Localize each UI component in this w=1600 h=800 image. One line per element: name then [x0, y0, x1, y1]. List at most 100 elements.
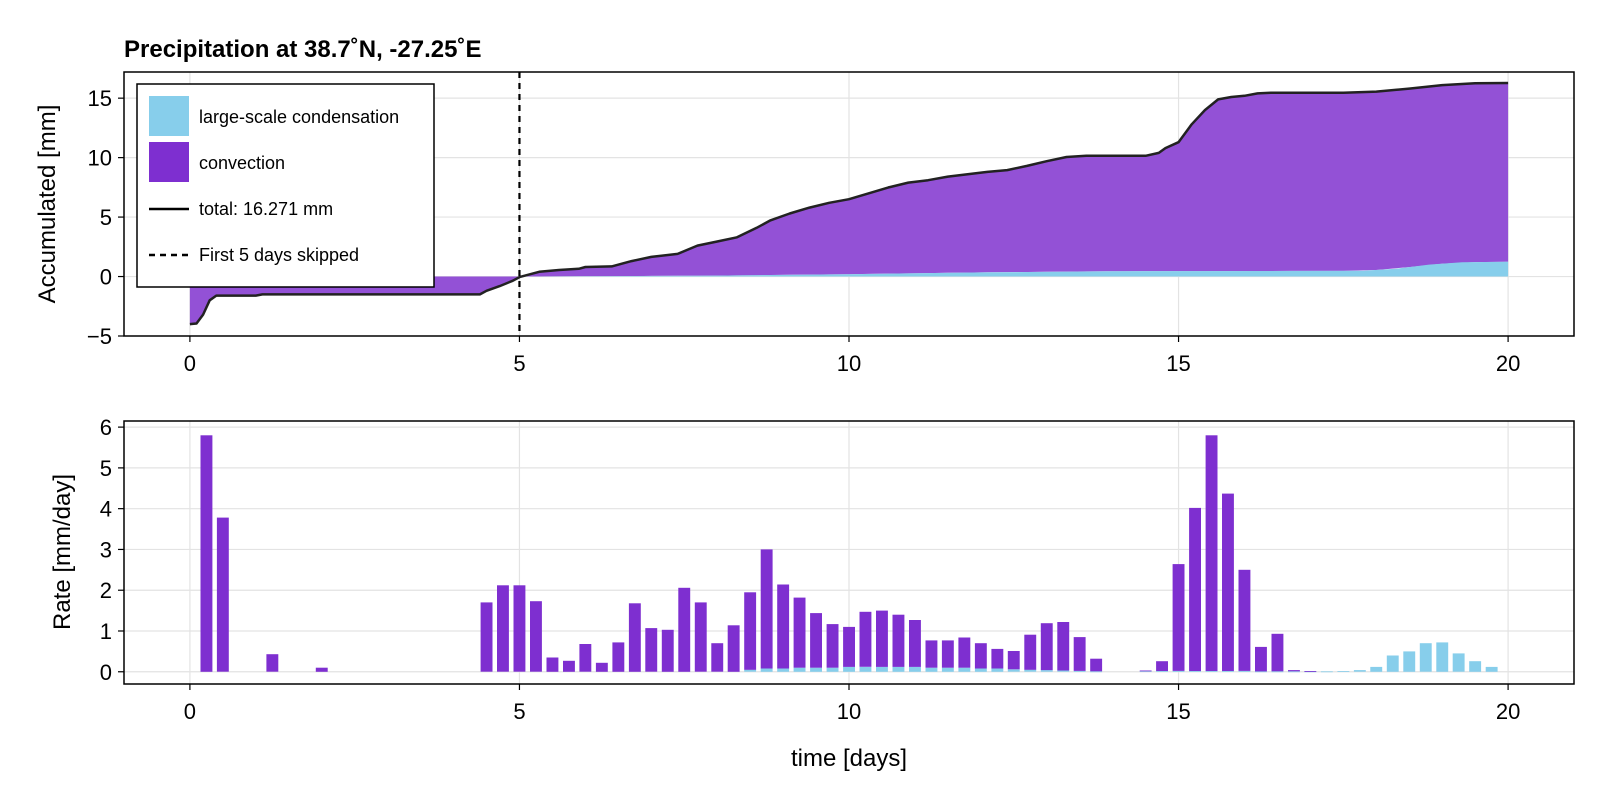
- accumulated-ticks: 0 5 10 15 20 −5 0 5 10 15: [87, 86, 1520, 376]
- large-scale-bar: [1353, 670, 1366, 672]
- convection-bar: [974, 643, 987, 669]
- convection-bar: [876, 610, 888, 667]
- rate-xlabel: time [days]: [791, 745, 907, 772]
- large-scale-bar: [1057, 670, 1070, 672]
- y-tick-label: 0: [100, 265, 112, 290]
- convection-bar: [843, 626, 855, 667]
- y-tick-label: −5: [87, 324, 112, 349]
- y-tick-label: 10: [88, 146, 112, 171]
- x-tick-label: 5: [513, 699, 525, 724]
- large-scale-bar: [1073, 671, 1086, 672]
- large-scale-bar: [991, 668, 1004, 672]
- large-scale-bar: [1007, 669, 1020, 672]
- y-tick-label: 5: [100, 205, 112, 230]
- convection-bar: [958, 637, 971, 668]
- large-scale-bar: [859, 666, 872, 672]
- large-scale-bar: [1205, 671, 1218, 672]
- convection-bar: [1024, 634, 1037, 670]
- accumulated-lines: [189, 72, 1509, 336]
- convection-bar: [216, 517, 229, 672]
- y-tick-label: 0: [100, 660, 112, 685]
- large-scale-bar: [1386, 655, 1399, 672]
- convection-bar: [760, 549, 773, 669]
- convection-bar: [777, 584, 790, 669]
- convection-bar: [497, 585, 509, 672]
- convection-bar: [1156, 661, 1168, 671]
- convection-bar: [661, 629, 674, 672]
- convection-bar: [1057, 622, 1070, 671]
- legend-label-skipped: First 5 days skipped: [199, 245, 359, 265]
- large-scale-bar: [1469, 661, 1482, 672]
- convection-bar: [563, 660, 575, 672]
- x-tick-label: 5: [513, 351, 525, 376]
- legend-swatch-large-scale: [149, 96, 189, 136]
- x-tick-label: 20: [1496, 351, 1520, 376]
- large-scale-bar: [1238, 671, 1251, 672]
- large-scale-bar: [958, 667, 971, 672]
- convection-bar: [991, 648, 1004, 669]
- x-tick-label: 20: [1496, 699, 1520, 724]
- large-scale-bar: [1419, 643, 1432, 672]
- convection-bar: [1090, 658, 1103, 672]
- convection-bar: [1172, 564, 1185, 671]
- large-scale-bar: [1320, 671, 1333, 673]
- x-tick-label: 0: [184, 699, 196, 724]
- rate-ticks: 0 5 10 15 20 0 1 2 3 4 5 6: [100, 415, 1521, 724]
- convection-bar: [1271, 633, 1284, 672]
- convection-bar: [892, 614, 905, 667]
- x-tick-label: 15: [1166, 351, 1190, 376]
- convection-bar: [628, 603, 641, 672]
- x-tick-label: 15: [1166, 699, 1190, 724]
- convection-bar: [678, 587, 691, 672]
- convection-bar: [266, 654, 279, 672]
- large-scale-bar: [941, 667, 954, 672]
- large-scale-bar: [1189, 671, 1201, 672]
- legend-label-total: total: 16.271 mm: [199, 199, 333, 219]
- convection-bar: [711, 643, 724, 672]
- large-scale-bar: [826, 667, 839, 672]
- rate-panel: 0 5 10 15 20 0 1 2 3 4 5 6 Rate [mm/day] time [days…: [49, 415, 1575, 772]
- convection-bar: [1238, 569, 1251, 671]
- convection-bar: [1288, 670, 1300, 672]
- convection-bar: [727, 625, 740, 672]
- convection-bar: [612, 642, 625, 672]
- accumulated-ylabel: Accumulated [mm]: [34, 105, 61, 304]
- large-scale-bar: [1403, 651, 1416, 672]
- chart-title: Precipitation at 38.7˚N, -27.25˚E: [124, 36, 481, 63]
- x-tick-label: 0: [184, 351, 196, 376]
- convection-bar: [1139, 670, 1152, 672]
- convection-bar: [694, 602, 707, 672]
- legend-label-large-scale: large-scale condensation: [199, 107, 399, 127]
- convection-bar: [579, 644, 592, 672]
- convection-bar: [513, 585, 526, 672]
- y-tick-label: 2: [100, 578, 112, 603]
- y-tick-label: 1: [100, 619, 112, 644]
- large-scale-bar: [1024, 669, 1037, 672]
- y-tick-label: 4: [100, 497, 112, 522]
- large-scale-bar: [1370, 666, 1383, 672]
- large-scale-bar: [1288, 671, 1300, 673]
- convection-bar: [859, 611, 872, 667]
- convection-bar: [1040, 623, 1053, 671]
- large-scale-bar: [793, 667, 806, 672]
- convection-bar: [1255, 646, 1267, 672]
- y-tick-label: 3: [100, 537, 112, 562]
- convection-bar: [200, 435, 213, 672]
- convection-bar: [909, 620, 921, 667]
- convection-bar: [480, 602, 493, 672]
- large-scale-bar: [1436, 642, 1449, 672]
- large-scale-bar: [892, 666, 905, 672]
- large-scale-bar: [909, 666, 921, 672]
- large-scale-bar: [1139, 671, 1152, 672]
- y-tick-label: 6: [100, 415, 112, 440]
- convection-bar: [546, 657, 559, 672]
- x-tick-label: 10: [837, 351, 861, 376]
- convection-bar: [1007, 651, 1020, 670]
- convection-bar: [645, 628, 658, 672]
- total-line: [189, 81, 1509, 326]
- convection-bar: [941, 640, 954, 668]
- large-scale-bar: [760, 668, 773, 672]
- large-scale-bar: [777, 668, 790, 672]
- rate-ylabel: Rate [mm/day]: [49, 474, 76, 630]
